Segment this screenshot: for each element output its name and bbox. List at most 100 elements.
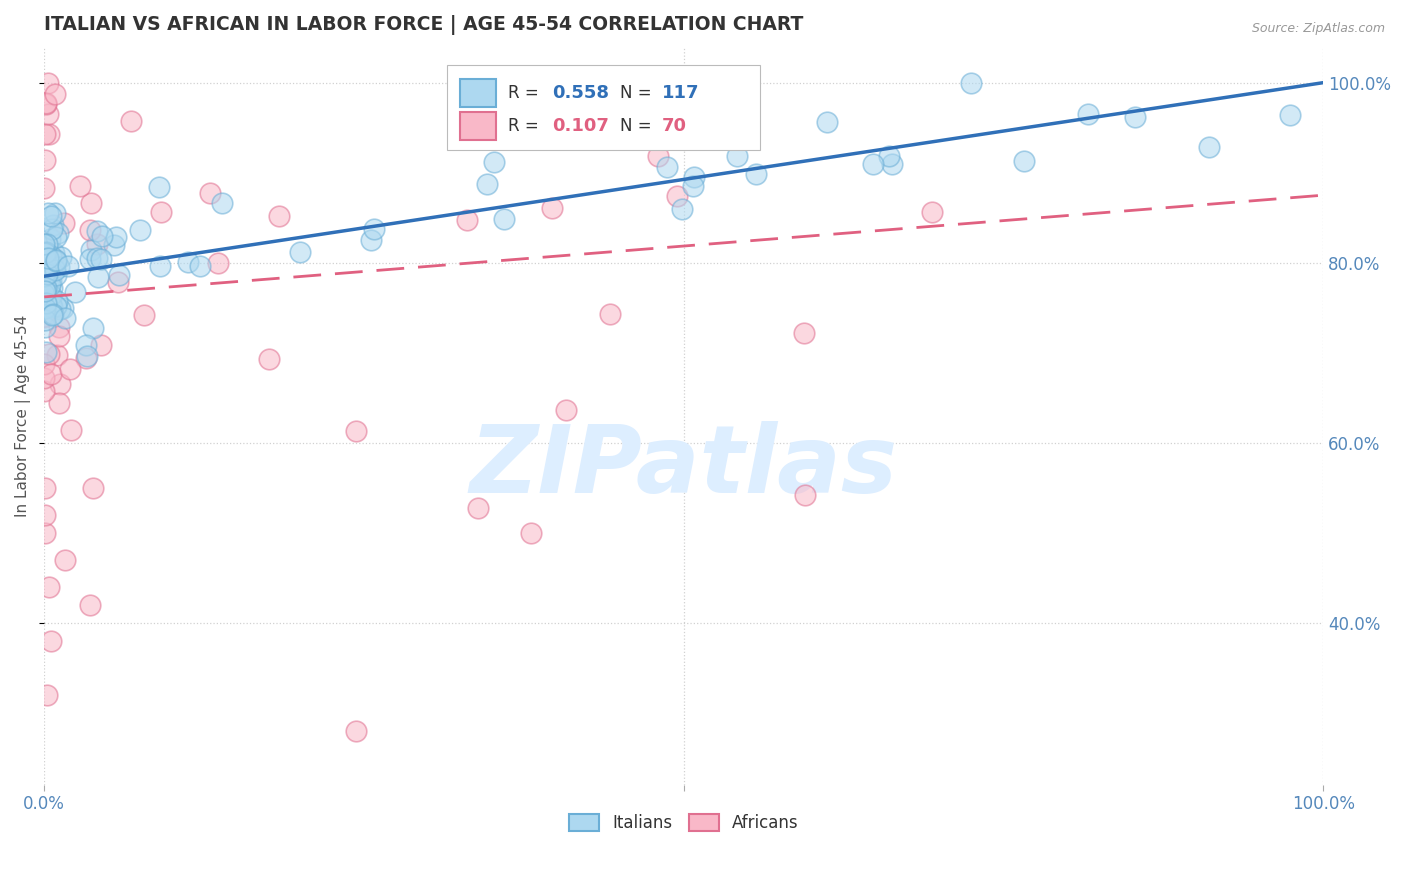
Point — [34, 261, 56, 276]
Point — [42, 218, 65, 232]
Point — [86, 224, 108, 238]
Point — [34, 153, 56, 168]
Point — [482, 155, 505, 169]
Point — [32, 247, 55, 261]
Point — [45, 299, 67, 313]
Point — [48, 396, 70, 410]
Point — [520, 526, 543, 541]
Point — [37, 236, 59, 251]
Point — [671, 202, 693, 216]
Point — [58, 259, 80, 273]
Point — [37, 206, 59, 220]
Point — [107, 275, 129, 289]
Point — [177, 255, 200, 269]
Point — [34, 313, 56, 327]
Y-axis label: In Labor Force | Age 45-54: In Labor Force | Age 45-54 — [15, 315, 31, 516]
Point — [1012, 153, 1035, 168]
Legend: Italians, Africans: Italians, Africans — [568, 814, 799, 831]
Point — [46, 293, 69, 308]
Point — [38, 296, 60, 310]
Point — [86, 251, 108, 265]
Point — [45, 254, 67, 268]
Point — [65, 285, 87, 299]
Point — [55, 553, 77, 567]
Point — [793, 488, 815, 502]
Point — [79, 598, 101, 612]
Point — [39, 209, 62, 223]
Point — [34, 252, 56, 267]
Point — [38, 127, 60, 141]
Point — [39, 288, 62, 302]
Point — [34, 287, 56, 301]
Point — [39, 297, 62, 311]
Point — [38, 255, 60, 269]
Point — [53, 216, 76, 230]
Point — [80, 243, 103, 257]
Point — [103, 238, 125, 252]
Point — [42, 307, 65, 321]
Point — [35, 281, 58, 295]
Point — [725, 149, 748, 163]
Point — [921, 204, 943, 219]
Text: R =: R = — [509, 117, 544, 135]
Point — [44, 87, 66, 101]
Point — [38, 289, 60, 303]
Point — [32, 181, 55, 195]
Point — [1123, 110, 1146, 124]
Point — [35, 256, 58, 270]
Point — [45, 253, 67, 268]
Point — [82, 481, 104, 495]
FancyBboxPatch shape — [447, 65, 761, 150]
Point — [49, 301, 72, 316]
Point — [32, 269, 55, 284]
Point — [34, 128, 56, 142]
Point — [877, 148, 900, 162]
Point — [37, 107, 59, 121]
Point — [129, 223, 152, 237]
Point — [288, 245, 311, 260]
Point — [120, 114, 142, 128]
Point — [75, 338, 97, 352]
Point — [52, 301, 75, 315]
Bar — [460, 112, 496, 140]
Point — [35, 688, 58, 702]
Text: 70: 70 — [662, 117, 688, 135]
Point — [32, 279, 55, 293]
Point — [467, 500, 489, 515]
Point — [267, 209, 290, 223]
Point — [91, 229, 114, 244]
Point — [34, 246, 56, 260]
Point — [45, 229, 67, 244]
Point — [49, 376, 72, 391]
Point — [37, 251, 59, 265]
Point — [46, 348, 69, 362]
Point — [555, 403, 578, 417]
Point — [45, 268, 67, 283]
Point — [682, 170, 704, 185]
Point — [39, 368, 62, 382]
Point — [34, 320, 56, 334]
Point — [960, 76, 983, 90]
Point — [34, 301, 56, 315]
Point — [32, 310, 55, 324]
Point — [34, 357, 56, 371]
Point — [39, 291, 62, 305]
Point — [35, 265, 58, 279]
Point — [34, 277, 56, 291]
Point — [39, 277, 62, 292]
Point — [207, 256, 229, 270]
Text: 117: 117 — [662, 84, 699, 103]
Point — [132, 309, 155, 323]
Point — [38, 347, 60, 361]
Point — [79, 196, 101, 211]
Point — [655, 160, 678, 174]
Point — [714, 76, 737, 90]
Point — [35, 97, 58, 112]
Point — [41, 274, 63, 288]
Point — [34, 258, 56, 272]
Point — [35, 270, 58, 285]
Point — [32, 252, 55, 266]
Point — [42, 251, 65, 265]
Point — [34, 268, 56, 283]
Point — [35, 245, 58, 260]
